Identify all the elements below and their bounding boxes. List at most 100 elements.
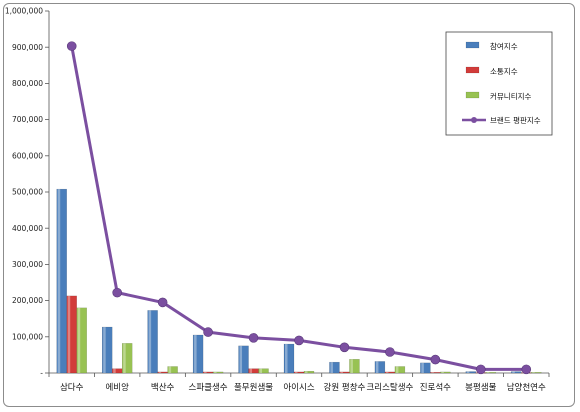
line-point [385,347,395,357]
bar-highlight [77,307,81,373]
bar-참여지수 [101,326,113,374]
bar-highlight [421,362,424,373]
bar-highlight [113,368,116,373]
line-point [476,364,486,375]
bar-highlight [486,372,490,373]
bar-highlight [204,371,207,373]
bar-참여지수 [238,345,249,374]
bar-참여지수 [420,362,431,374]
legend-box [445,31,553,136]
bar-커뮤니티지수 [258,368,269,374]
category-label: 진로석수 [420,382,451,393]
legend-swatch [465,66,480,74]
line-point [294,335,304,346]
bar-highlight [512,371,515,373]
category-label: 봉평샘물 [465,382,496,393]
bar-참여지수 [511,371,522,374]
bar-highlight [350,359,353,373]
y-tick-label: - [40,369,43,378]
category-label: 스파클생수 [189,382,228,393]
bar-highlight [168,366,172,373]
category-label: 에비앙 [105,382,129,393]
bar-참여지수 [147,310,158,374]
line-point [112,287,122,298]
line-point [521,364,532,375]
line-point [203,327,213,337]
category-label: 크리스탈생수 [366,382,413,393]
y-tick-label: 400,000 [12,224,43,233]
bar-highlight [103,327,106,373]
bar-참여지수 [329,361,340,374]
bar-참여지수 [56,188,67,374]
y-tick-label: 300,000 [12,260,43,269]
line-point [339,342,350,353]
bar-커뮤니티지수 [303,370,315,374]
y-tick-label: 600,000 [12,151,43,160]
bar-커뮤니티지수 [531,372,542,374]
y-tick-label: 700,000 [12,115,43,124]
bar-커뮤니티지수 [121,343,133,374]
bar-highlight [340,371,343,373]
bar-커뮤니티지수 [440,371,451,374]
bar-highlight [259,368,263,373]
bar-highlight [395,366,399,373]
bar-highlight [57,189,61,373]
bar-커뮤니티지수 [485,372,497,374]
category-label: 아이시스 [283,382,314,393]
bar-highlight [239,345,243,373]
bar-highlight [385,371,389,373]
bar-highlight [123,343,126,373]
bar-highlight [67,295,71,373]
bar-highlight [295,371,298,373]
category-label: 남양천연수 [507,382,546,393]
line-point [248,333,259,343]
y-tick-label: 200,000 [12,296,43,305]
bar-커뮤니티지수 [167,366,178,374]
line-point [66,41,77,51]
category-label: 삼다수 [60,382,84,393]
bar-highlight [466,371,470,373]
bar-highlight [330,362,333,373]
bar-highlight [285,344,288,373]
category-label: 풀무원샘물 [234,383,273,393]
bar-highlight [249,368,253,373]
legend-swatch [465,91,480,99]
line-point [430,354,441,365]
bar-참여지수 [465,371,477,374]
bar-커뮤니티지수 [349,359,360,374]
bar-highlight [148,310,152,373]
bar-커뮤니티지수 [394,366,406,374]
x-axis-categories: 삼다수 에비앙 백산수 스파클생수 풀무원샘물 아이시스 강원 평창수 크리스탈생수 진로석수 봉… [60,382,546,393]
legend-label: 브랜드 평판지수 [490,115,541,125]
bar-highlight [441,371,444,373]
bar-highlight [532,372,535,373]
y-tick-label: 1,000,000 [5,7,43,16]
bars [56,188,542,374]
category-label: 백산수 [151,382,175,393]
legend-swatch [465,41,480,49]
y-tick-label: 900,000 [12,43,43,52]
y-tick-label: 500,000 [12,188,43,197]
y-axis-ticks: - 100,000 200,000 300,000 400,000 500,000 600,… [5,7,49,378]
bar-커뮤니티지수 [212,371,224,374]
bar-참여지수 [192,334,204,374]
bar-highlight [214,371,217,373]
y-tick-label: 100,000 [12,332,43,341]
bar-참여지수 [283,343,295,374]
legend-label: 참여지수 [490,41,518,51]
bar-highlight [305,371,308,373]
legend-label: 커뮤니티지수 [490,92,531,101]
legend-label: 소통지수 [490,67,518,76]
category-label: 강원 평창수 [324,382,366,393]
bar-highlight [194,334,197,373]
bar-커뮤니티지수 [76,307,87,374]
legend-marker [471,117,477,123]
line-point [157,297,168,308]
bar-highlight [158,371,162,373]
line-series [66,41,532,375]
bar-highlight [431,372,434,373]
bar-참여지수 [374,361,386,374]
y-tick-label: 800,000 [12,79,43,88]
